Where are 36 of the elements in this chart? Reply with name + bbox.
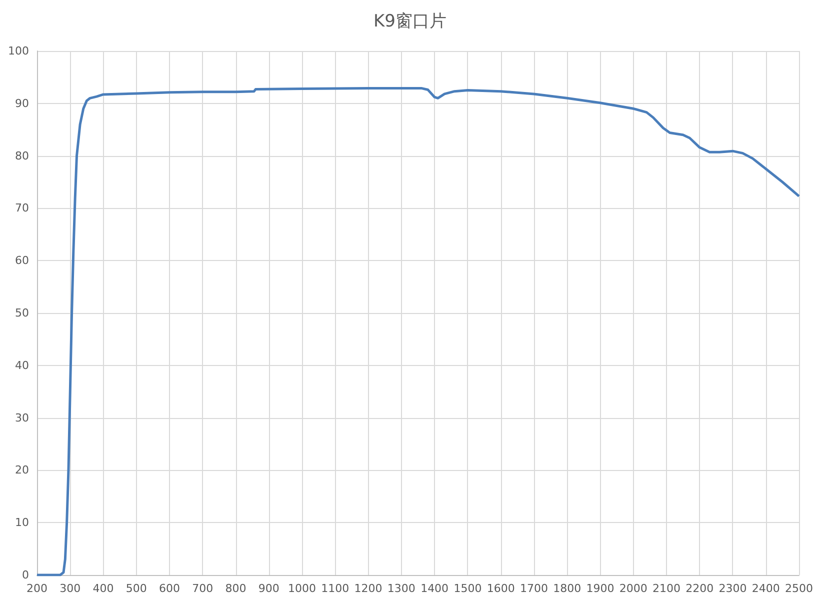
x-tick-label: 2500 <box>785 582 813 595</box>
x-tick-label: 500 <box>126 582 147 595</box>
x-tick-label: 1500 <box>454 582 482 595</box>
x-tick-label: 1600 <box>486 582 515 595</box>
x-tick-label: 2400 <box>752 582 780 595</box>
y-tick-label: 100 <box>8 44 29 58</box>
x-tick-label: 1400 <box>420 582 449 595</box>
y-tick-label: 60 <box>15 254 29 268</box>
x-tick-label: 1800 <box>553 582 582 595</box>
x-tick-label: 1900 <box>586 582 614 595</box>
x-tick-label: 2200 <box>686 582 714 595</box>
x-tick-label: 2300 <box>718 582 747 595</box>
x-tick-label: 900 <box>258 582 280 595</box>
x-tick-label: 800 <box>225 582 246 595</box>
y-tick-label: 80 <box>15 149 29 162</box>
y-tick-label: 20 <box>15 464 29 477</box>
x-tick-label: 2100 <box>652 582 680 595</box>
x-tick-label: 2000 <box>619 582 648 595</box>
x-tick-label: 1300 <box>387 582 416 595</box>
x-tick-label: 1000 <box>288 582 316 595</box>
x-tick-label: 300 <box>60 582 81 595</box>
x-tick-label: 1200 <box>354 582 382 595</box>
x-tick-label: 1700 <box>520 582 548 595</box>
y-tick-label: 50 <box>15 306 29 320</box>
y-tick-label: 90 <box>15 96 29 110</box>
y-tick-label: 40 <box>15 358 29 372</box>
x-tick-label: 400 <box>92 582 114 595</box>
x-tick-label: 700 <box>192 582 214 595</box>
y-tick-label: 70 <box>15 202 29 215</box>
x-tick-label: 600 <box>159 582 180 595</box>
y-tick-label: 10 <box>15 516 29 530</box>
x-tick-label: 1100 <box>321 582 350 595</box>
y-tick-label: 0 <box>22 568 29 582</box>
y-tick-label: 30 <box>15 411 29 424</box>
chart-title: K9窗口片 <box>374 12 446 32</box>
x-tick-label: 200 <box>26 582 48 595</box>
